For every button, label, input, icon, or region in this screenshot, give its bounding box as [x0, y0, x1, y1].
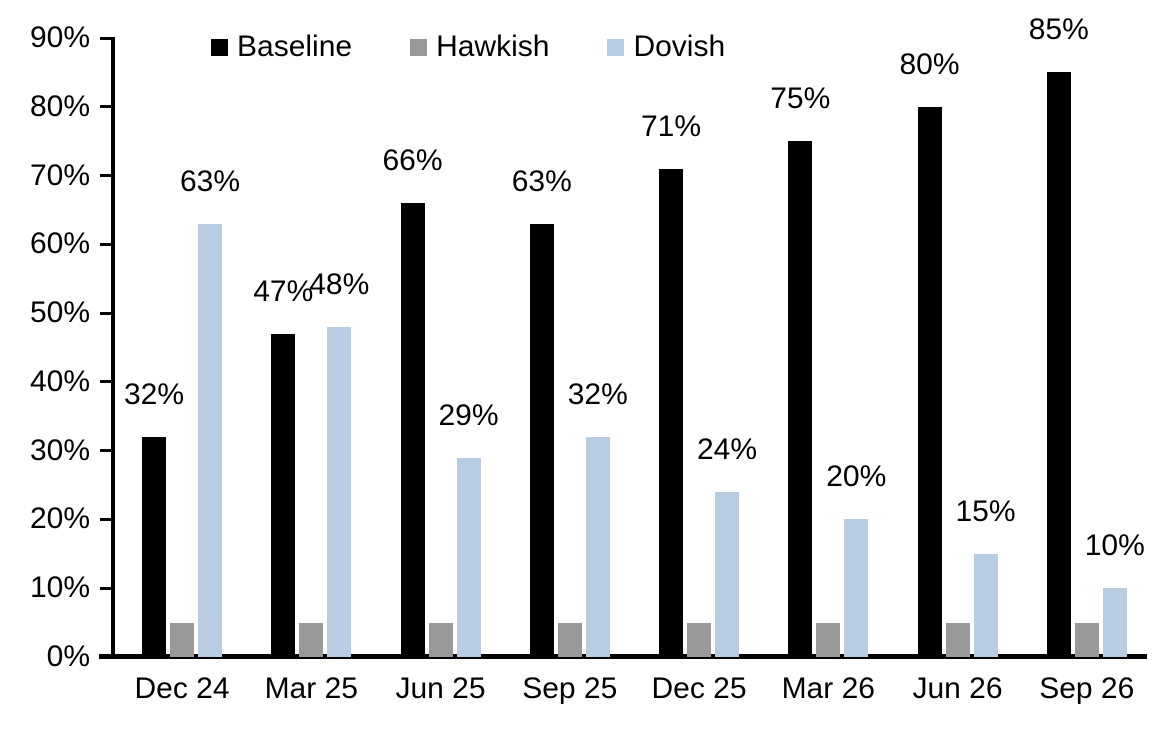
chart-legend: Baseline Hawkish Dovish	[211, 30, 725, 64]
bar-hawkish	[945, 622, 970, 657]
bar-value-label: 85%	[1028, 13, 1089, 47]
bar-hawkish	[428, 622, 453, 657]
legend-swatch-icon	[211, 38, 228, 56]
bar-dovish	[585, 436, 610, 657]
x-axis-category-label: Dec 24	[134, 672, 230, 705]
bar-value-label: 32%	[123, 377, 185, 411]
legend-swatch-icon	[607, 38, 625, 56]
bar-value-label: 29%	[438, 398, 499, 432]
bar-baseline	[788, 141, 813, 657]
y-axis-tick-label: 0%	[46, 640, 90, 673]
y-axis-tick	[100, 517, 113, 521]
bar-baseline	[529, 223, 554, 657]
bar-value-label: 47%	[253, 274, 314, 308]
bar-value-label: 80%	[899, 47, 960, 81]
y-axis-tick	[100, 586, 113, 590]
bar-baseline	[142, 436, 166, 657]
y-axis-tick-label: 70%	[29, 158, 90, 192]
bar-baseline	[271, 333, 296, 657]
y-axis-tick-label: 20%	[29, 502, 90, 536]
y-axis-tick	[100, 36, 113, 40]
bar-dovish	[198, 223, 222, 657]
legend-swatch-icon	[410, 38, 428, 56]
legend-label: Hawkish	[436, 30, 550, 63]
y-axis-tick	[100, 380, 113, 384]
bar-dovish	[1102, 588, 1127, 657]
bar-baseline	[659, 168, 683, 657]
bar-dovish	[715, 491, 739, 657]
bar-baseline	[400, 203, 425, 657]
bar-dovish	[973, 553, 998, 657]
y-axis-tick-label: 90%	[29, 21, 90, 54]
y-axis-tick-label: 40%	[29, 364, 90, 398]
bar-dovish	[844, 519, 869, 657]
bar-hawkish	[1074, 622, 1099, 657]
y-axis-tick	[100, 174, 113, 178]
x-axis-category-label: Sep 25	[522, 672, 618, 705]
bar-value-label: 48%	[309, 267, 370, 301]
x-axis-category-label: Jun 26	[912, 672, 1003, 705]
y-axis-tick	[100, 449, 113, 453]
bar-value-label: 15%	[955, 494, 1016, 528]
bar-value-label: 63%	[179, 164, 241, 198]
bar-value-label: 24%	[696, 432, 758, 466]
bar-dovish	[327, 326, 352, 657]
x-axis-category-label: Dec 25	[651, 672, 747, 705]
bar-value-label: 63%	[511, 164, 572, 198]
bar-value-label: 32%	[567, 377, 628, 411]
bar-hawkish	[299, 622, 324, 657]
legend-item-hawkish: Hawkish	[410, 30, 549, 64]
bar-hawkish	[170, 622, 194, 657]
legend-label: Baseline	[237, 30, 353, 63]
bar-value-label: 75%	[770, 82, 831, 116]
y-axis-tick	[100, 105, 113, 109]
x-axis-category-label: Sep 26	[1039, 672, 1135, 705]
bar-hawkish	[687, 622, 711, 657]
bar-baseline	[917, 106, 942, 657]
y-axis-tick-label: 80%	[29, 89, 90, 123]
bar-value-label: 10%	[1084, 529, 1145, 563]
legend-item-dovish: Dovish	[607, 30, 725, 64]
y-axis-tick	[100, 655, 113, 659]
bar-dovish	[456, 457, 481, 657]
y-axis-tick	[100, 242, 113, 246]
bar-hawkish	[816, 622, 841, 657]
bar-hawkish	[557, 622, 582, 657]
legend-label: Dovish	[633, 30, 726, 63]
legend-item-baseline: Baseline	[211, 30, 352, 64]
x-axis-line	[99, 654, 1147, 659]
bar-value-label: 20%	[826, 460, 887, 494]
y-axis-tick-label: 10%	[29, 571, 90, 605]
bar-value-label: 71%	[640, 109, 702, 143]
x-axis-category-label: Jun 25	[395, 672, 486, 705]
y-axis-tick-label: 50%	[29, 296, 90, 330]
y-axis-tick	[100, 311, 113, 315]
bar-baseline	[1046, 72, 1071, 657]
x-axis-category-label: Mar 25	[264, 672, 358, 705]
bar-value-label: 66%	[382, 144, 443, 178]
y-axis-tick-label: 30%	[29, 433, 90, 467]
x-axis-category-label: Mar 26	[781, 672, 875, 705]
y-axis-line	[111, 37, 115, 659]
y-axis-tick-label: 60%	[29, 227, 90, 261]
